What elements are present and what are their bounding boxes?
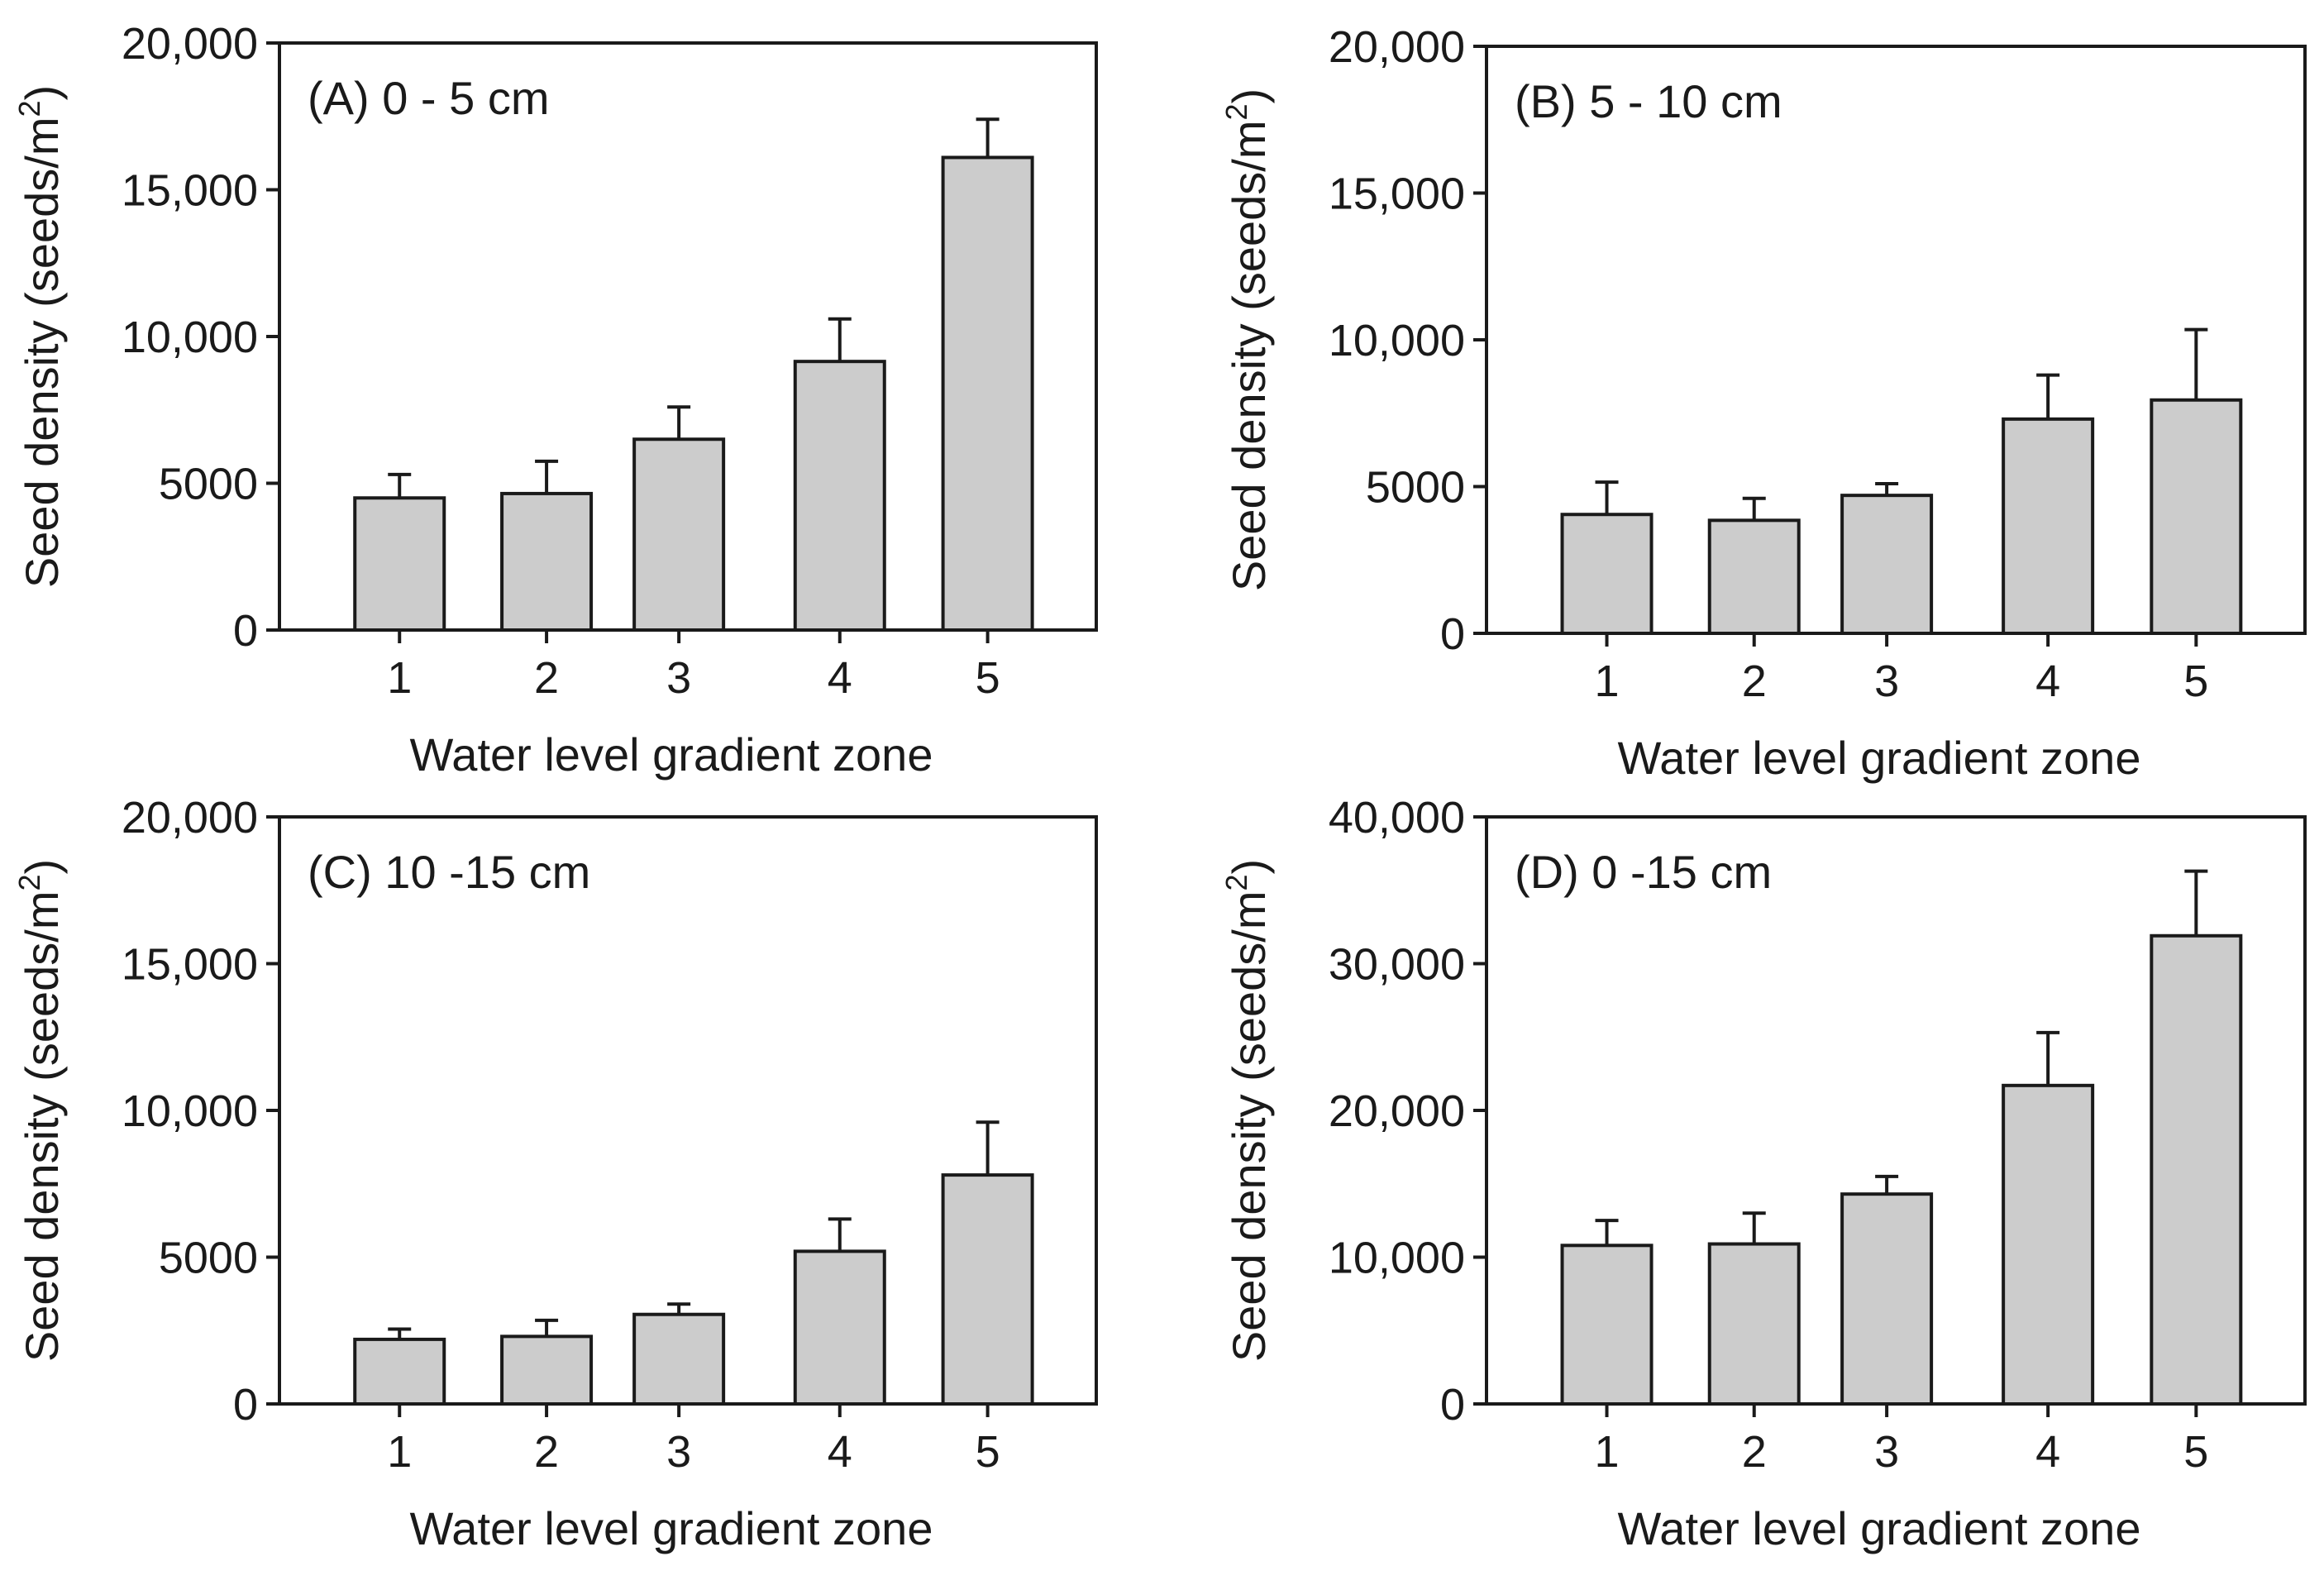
bar-zone-1: [1560, 1244, 1654, 1406]
bar-zone-5: [2150, 933, 2243, 1406]
x-tick-label: 1: [387, 653, 412, 703]
chart-panel-d: 0 10,000 20,000 30,000 40,000 1 2 3 4 5 (D) 0 -15 …: [1219, 793, 2307, 1554]
x-tick-label: 4: [828, 1427, 852, 1477]
y-tick-label: 0: [233, 606, 258, 656]
bar-zone-3: [1840, 1192, 1934, 1406]
bar-zone-2: [1707, 1242, 1801, 1406]
bar-zone-5: [941, 1173, 1034, 1406]
y-tick-label: 20,000: [1329, 22, 1465, 72]
bar-zone-5: [2150, 398, 2243, 635]
bar-zone-3: [632, 437, 726, 632]
bar-zone-1: [353, 496, 446, 632]
y-tick-label: 5000: [159, 460, 258, 509]
x-tick-label: 2: [1742, 1427, 1767, 1477]
bar-zone-3: [632, 1312, 726, 1406]
x-tick-label: 1: [1595, 656, 1620, 706]
y-tick-label: 0: [1440, 609, 1465, 659]
panel-title: (D) 0 -15 cm: [1515, 846, 1772, 898]
y-axis-label-superscript: 2: [12, 101, 46, 117]
y-tick-label: 40,000: [1329, 793, 1465, 843]
x-tick-label: 2: [534, 1427, 559, 1477]
y-tick-label: 15,000: [122, 940, 258, 990]
bar-zone-1: [353, 1337, 446, 1406]
x-tick-label: 3: [666, 653, 691, 703]
x-tick-label: 1: [387, 1427, 412, 1477]
x-tick-label: 5: [2183, 1427, 2208, 1477]
y-tick-label: 0: [1440, 1380, 1465, 1430]
bar-zone-4: [2002, 417, 2095, 635]
x-tick-label: 5: [2183, 656, 2208, 706]
chart-panel-a: 0 5000 10,000 15,000 20,000 1 2 3 4 5 (A) 0 - 5 cm…: [12, 19, 1098, 781]
x-axis-label: Water level gradient zone: [410, 1502, 933, 1554]
y-tick-label: 5000: [1366, 463, 1465, 513]
y-axis-label: Seed density (seeds/m2): [12, 85, 68, 588]
bar-zone-4: [2002, 1083, 2095, 1406]
x-tick-label: 3: [1874, 656, 1899, 706]
chart-panel-c: 0 5000 10,000 15,000 20,000 1 2 3 4 5 (C) 10 -15 c…: [12, 793, 1098, 1554]
bar-zone-1: [1560, 513, 1654, 635]
bar-zone-2: [500, 1334, 594, 1406]
x-tick-label: 5: [976, 653, 1000, 703]
y-axis-label: Seed density (seeds/m2): [1219, 859, 1275, 1362]
x-tick-label: 3: [1874, 1427, 1899, 1477]
bar-zone-3: [1840, 494, 1934, 636]
y-tick-label: 10,000: [122, 313, 258, 362]
x-tick-label: 4: [828, 653, 852, 703]
x-axis-label: Water level gradient zone: [1618, 1502, 2141, 1554]
y-tick-label: 20,000: [1329, 1086, 1465, 1136]
y-tick-label: 10,000: [1329, 1234, 1465, 1283]
x-tick-label: 2: [534, 653, 559, 703]
bar-zone-2: [1707, 518, 1801, 636]
x-tick-label: 2: [1742, 656, 1767, 706]
bar-zone-4: [793, 1249, 886, 1406]
x-tick-label: 4: [2035, 656, 2060, 706]
bar-zone-2: [500, 491, 594, 632]
chart-panel-b: 0 5000 10,000 15,000 20,000 1 2 3 4 5 (B) 5 - 10 c…: [1219, 22, 2307, 784]
panel-title: (B) 5 - 10 cm: [1515, 75, 1782, 127]
x-tick-label: 5: [976, 1427, 1000, 1477]
y-axis-label: Seed density (seeds/m2): [12, 859, 68, 1362]
panel-title: (A) 0 - 5 cm: [308, 72, 549, 124]
y-axis-label-superscript: 2: [1219, 875, 1253, 891]
bar-zone-5: [941, 155, 1034, 632]
x-axis-label: Water level gradient zone: [1618, 732, 2141, 784]
x-tick-label: 3: [666, 1427, 691, 1477]
y-axis-label-superscript: 2: [1219, 104, 1253, 121]
x-axis-label: Water level gradient zone: [410, 728, 933, 781]
y-tick-label: 20,000: [122, 19, 258, 69]
y-tick-label: 15,000: [1329, 169, 1465, 219]
panel-title: (C) 10 -15 cm: [308, 846, 590, 898]
y-axis-label-superscript: 2: [12, 875, 46, 891]
y-axis-label: Seed density (seeds/m2): [1219, 88, 1275, 591]
x-tick-label: 4: [2035, 1427, 2060, 1477]
y-tick-label: 15,000: [122, 166, 258, 216]
y-tick-label: 5000: [159, 1234, 258, 1283]
bar-zone-4: [793, 360, 886, 632]
y-tick-label: 10,000: [1329, 316, 1465, 365]
y-tick-label: 30,000: [1329, 940, 1465, 990]
y-tick-label: 0: [233, 1380, 258, 1430]
x-tick-label: 1: [1595, 1427, 1620, 1477]
y-tick-label: 10,000: [122, 1086, 258, 1136]
y-tick-label: 20,000: [122, 793, 258, 843]
